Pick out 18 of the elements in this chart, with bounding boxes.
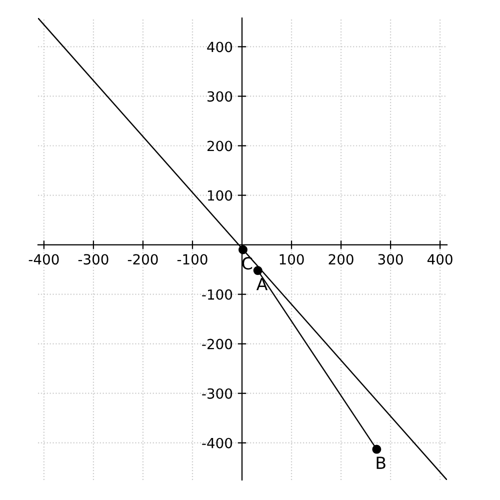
y-tick-label: -400 [202, 438, 232, 448]
x-tick-label: 300 [378, 254, 403, 265]
y-tick-label: 200 [207, 140, 232, 152]
x-tick-label: -300 [78, 254, 108, 265]
x-tick-label: -100 [177, 254, 208, 265]
x-tick-label: 100 [280, 254, 304, 265]
x-tick-label: -200 [128, 254, 158, 265]
y-tick-label: -100 [202, 289, 232, 300]
annotation: B [376, 456, 386, 469]
x-tick-label: 400 [427, 254, 452, 265]
y-tick-label: 300 [208, 91, 232, 102]
y-tick-label: 100 [208, 190, 232, 201]
y-tick-label: 400 [207, 42, 232, 52]
x-tick-label: -400 [28, 254, 59, 265]
y-tick-label: -200 [202, 338, 232, 350]
annotation: A [256, 278, 268, 290]
x-tick-label: 200 [328, 254, 354, 265]
y-tick-label: -300 [202, 388, 232, 399]
